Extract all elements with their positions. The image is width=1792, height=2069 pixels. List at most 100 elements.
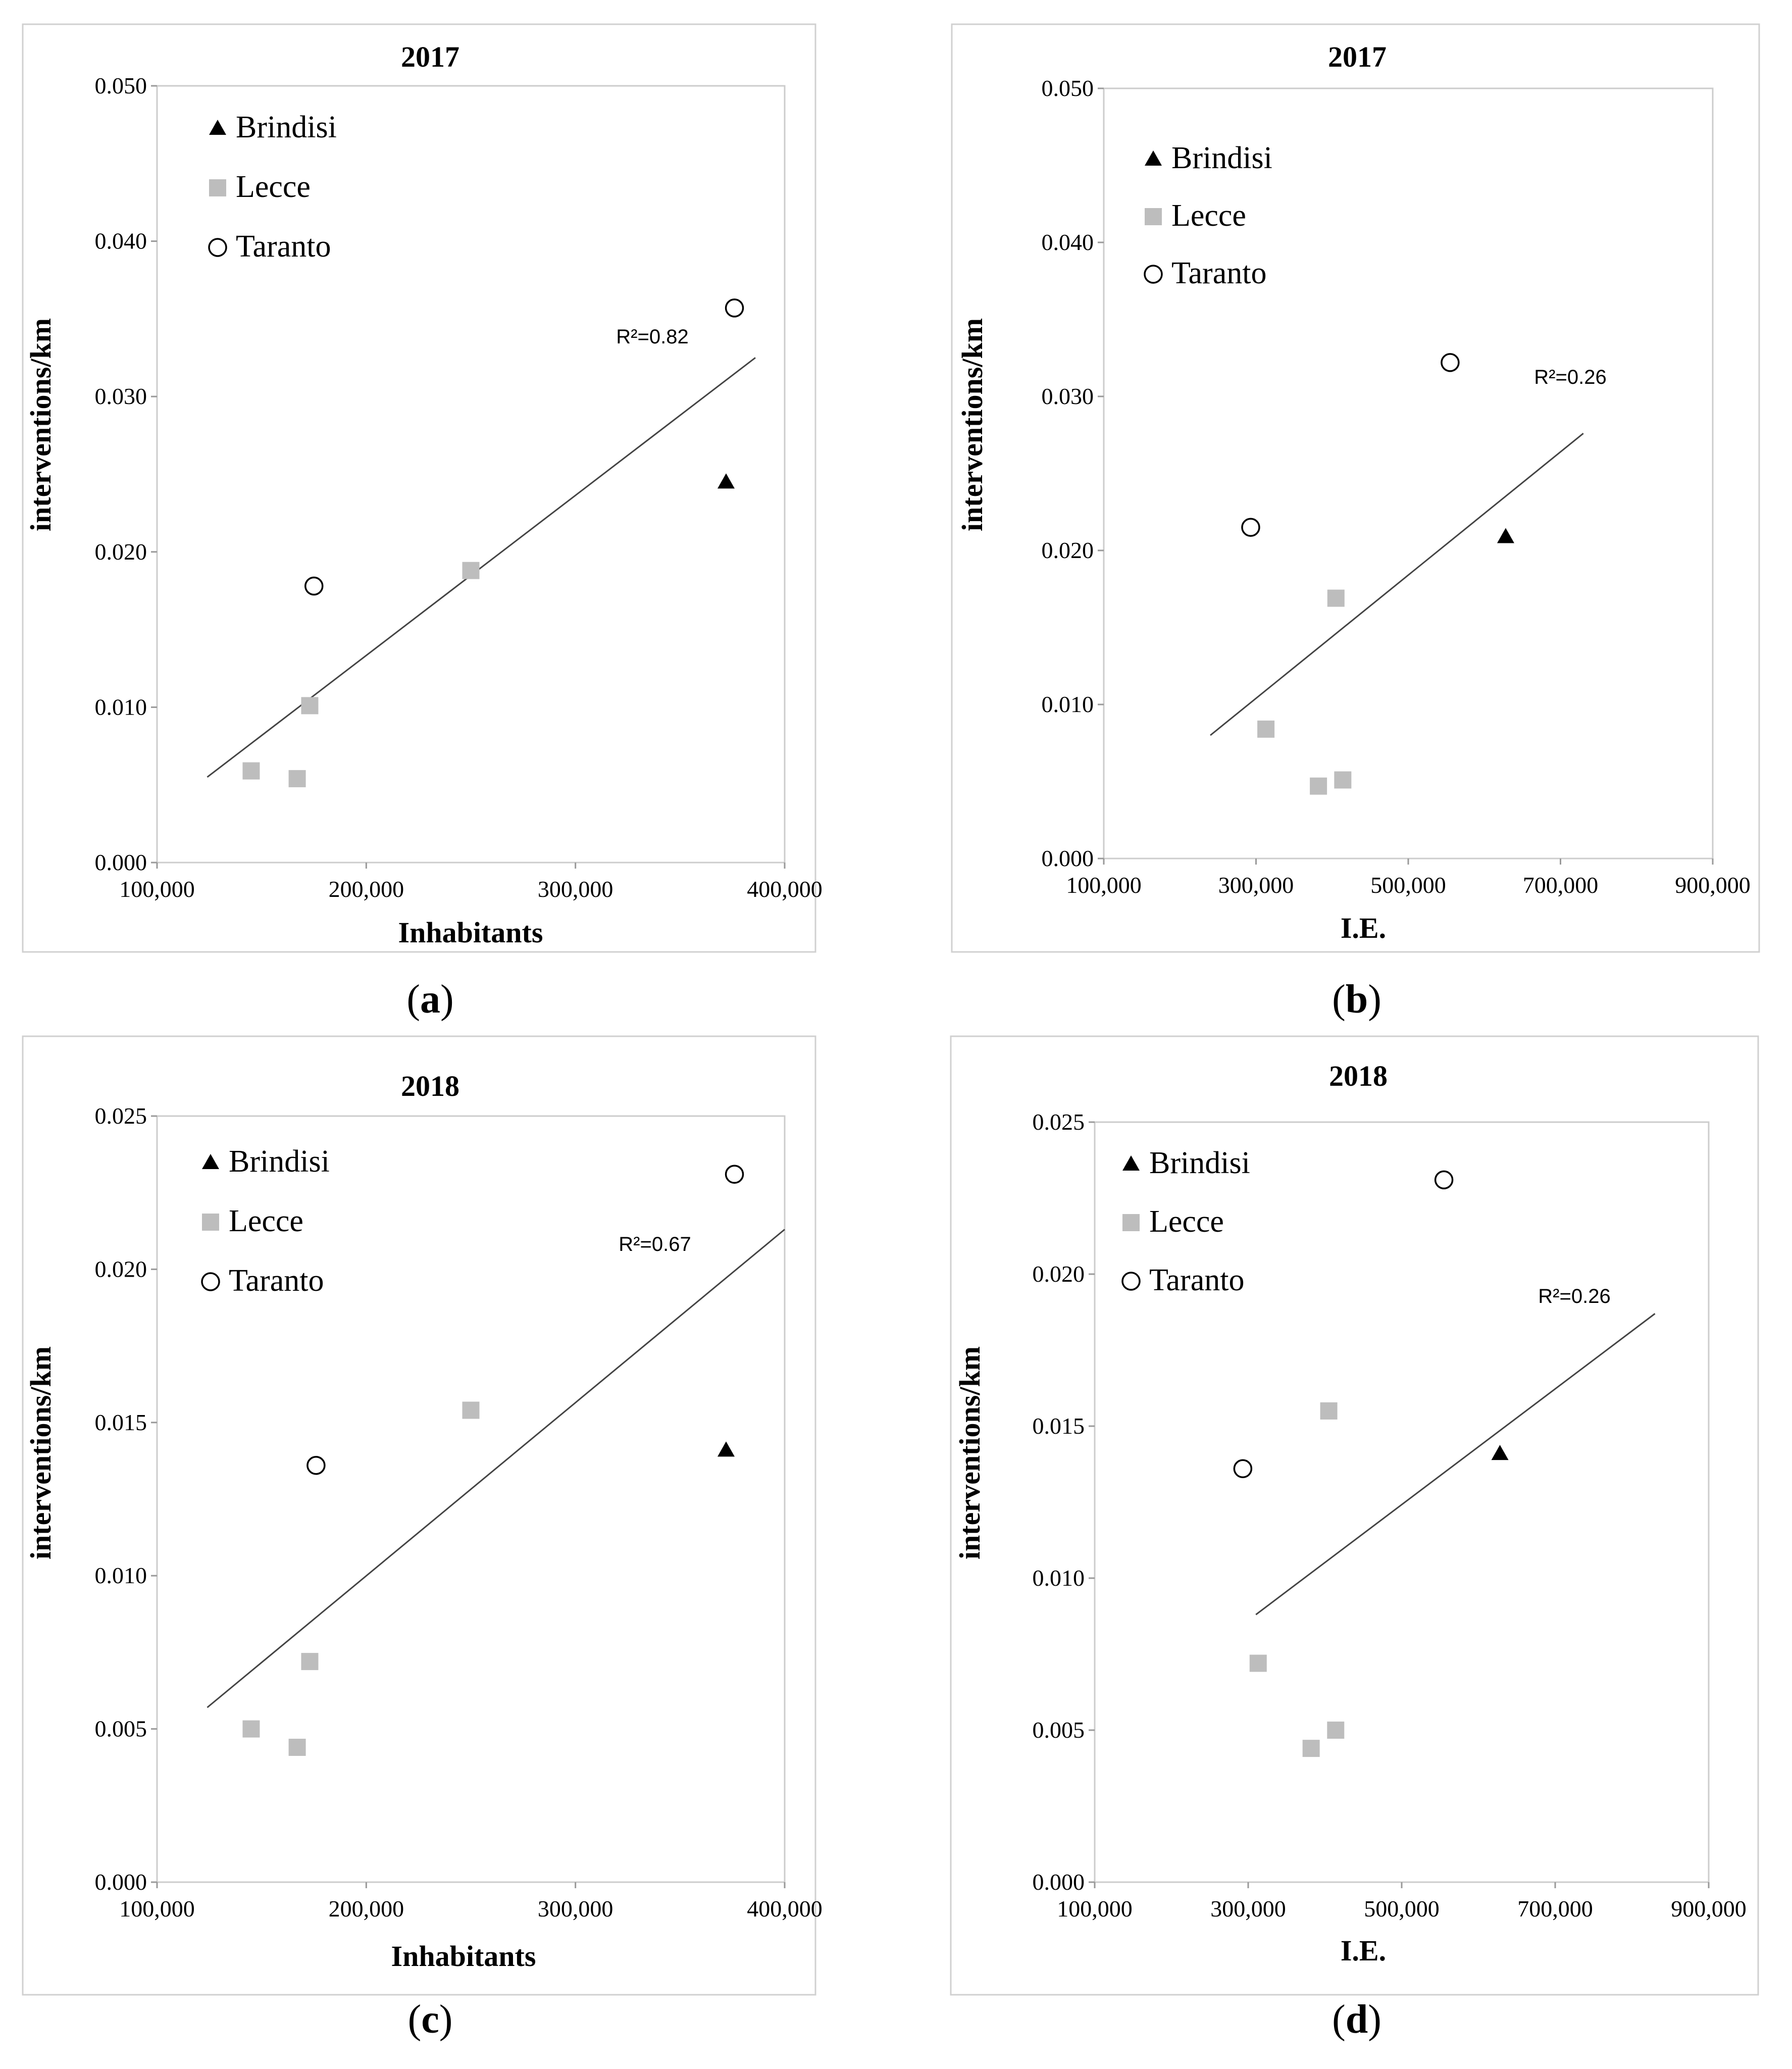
legend-label-lecce: Lecce bbox=[229, 1204, 303, 1238]
panel-caption: (d) bbox=[1332, 1997, 1381, 2042]
y-axis-label: interventions/km bbox=[956, 318, 989, 531]
data-point-taranto bbox=[1241, 518, 1260, 537]
r-squared-label: R²=0.26 bbox=[1534, 366, 1606, 388]
x-axis-label: I.E. bbox=[1341, 912, 1386, 944]
y-tick-label: 0.000 bbox=[95, 1869, 147, 1895]
data-point-taranto bbox=[304, 576, 324, 596]
legend-label-taranto: Taranto bbox=[1171, 256, 1266, 290]
panel-caption: (c) bbox=[408, 1997, 453, 2042]
legend-marker-taranto bbox=[1121, 1272, 1141, 1291]
x-tick-label: 100,000 bbox=[1057, 1896, 1133, 1922]
y-tick-label: 0.020 bbox=[95, 539, 147, 565]
x-tick-label: 300,000 bbox=[538, 1896, 613, 1922]
r-squared-label: R²=0.82 bbox=[616, 326, 688, 348]
y-tick-label: 0.050 bbox=[1042, 75, 1094, 101]
y-tick-label: 0.015 bbox=[95, 1409, 147, 1435]
y-tick-label: 0.030 bbox=[95, 383, 147, 409]
data-point-lecce bbox=[242, 762, 260, 780]
x-tick-label: 500,000 bbox=[1370, 872, 1446, 898]
x-tick-label: 400,000 bbox=[747, 1896, 823, 1922]
data-point-taranto bbox=[1233, 1459, 1253, 1479]
data-point-lecce bbox=[1334, 771, 1352, 789]
x-tick-label: 500,000 bbox=[1364, 1896, 1440, 1922]
y-axis-label: interventions/km bbox=[24, 1346, 57, 1559]
data-point-brindisi bbox=[717, 473, 735, 489]
legend-marker-taranto bbox=[1144, 265, 1163, 284]
legend-marker-taranto bbox=[201, 1272, 220, 1291]
chart-panel-b: 0.000 0.010 0.020 0.030 0.040 0.050 100,000 300… bbox=[951, 23, 1760, 1022]
x-tick-label: 700,000 bbox=[1523, 872, 1599, 898]
y-tick-label: 0.015 bbox=[1033, 1413, 1085, 1439]
data-point-brindisi bbox=[717, 1441, 735, 1457]
trendline bbox=[1210, 433, 1584, 736]
chart-panel-c: 0.000 0.005 0.010 0.015 0.020 0.025 100,000 200… bbox=[22, 1035, 823, 2042]
plot-area bbox=[156, 1115, 786, 1883]
y-tick-label: 0.025 bbox=[1033, 1109, 1085, 1135]
data-point-brindisi bbox=[1491, 1445, 1509, 1460]
plot-area bbox=[156, 85, 786, 864]
chart-panel-a: 0.000 0.010 0.020 0.030 0.040 0.050 100,000 200… bbox=[22, 23, 823, 1022]
x-axis-label: Inhabitants bbox=[391, 1940, 536, 1973]
data-point-lecce bbox=[301, 1653, 319, 1671]
y-tick-label: 0.040 bbox=[1042, 229, 1094, 255]
x-tick-label: 700,000 bbox=[1517, 1896, 1593, 1922]
legend-label-brindisi: Brindisi bbox=[1171, 141, 1272, 175]
panel-frame bbox=[22, 23, 816, 953]
legend-label-lecce: Lecce bbox=[1171, 198, 1246, 233]
panel-caption: (b) bbox=[1332, 977, 1381, 1022]
data-point-lecce bbox=[301, 697, 319, 715]
x-tick-label: 900,000 bbox=[1675, 872, 1751, 898]
y-tick-label: 0.025 bbox=[95, 1103, 147, 1129]
data-point-lecce bbox=[288, 770, 306, 787]
x-tick-label: 100,000 bbox=[119, 876, 195, 902]
panel-frame bbox=[951, 23, 1760, 953]
y-tick-label: 0.005 bbox=[95, 1716, 147, 1742]
legend-label-lecce: Lecce bbox=[1149, 1204, 1224, 1239]
legend-marker-lecce bbox=[1145, 208, 1162, 225]
legend-label-taranto: Taranto bbox=[1149, 1263, 1244, 1297]
x-tick-label: 300,000 bbox=[1210, 1896, 1286, 1922]
legend-label-brindisi: Brindisi bbox=[236, 110, 337, 144]
data-point-taranto bbox=[1434, 1170, 1454, 1190]
y-tick-label: 0.010 bbox=[95, 694, 147, 720]
data-point-lecce bbox=[1310, 777, 1327, 795]
data-point-taranto bbox=[725, 1165, 744, 1184]
panel-frame bbox=[950, 1035, 1759, 1996]
x-tick-label: 200,000 bbox=[329, 1896, 404, 1922]
data-point-lecce bbox=[1302, 1740, 1320, 1757]
y-tick-label: 0.000 bbox=[1042, 845, 1094, 871]
data-point-taranto bbox=[306, 1456, 326, 1475]
x-tick-label: 200,000 bbox=[329, 876, 404, 902]
chart-title: 2018 bbox=[401, 1070, 459, 1102]
y-tick-label: 0.030 bbox=[1042, 383, 1094, 409]
y-tick-label: 0.005 bbox=[1033, 1717, 1085, 1743]
trendline bbox=[207, 1229, 785, 1708]
legend-marker-brindisi bbox=[1122, 1155, 1140, 1171]
r-squared-label: R²=0.26 bbox=[1538, 1285, 1610, 1307]
y-tick-label: 0.010 bbox=[1042, 691, 1094, 717]
data-point-lecce bbox=[462, 562, 480, 579]
trendline bbox=[207, 357, 756, 778]
legend-marker-lecce bbox=[202, 1214, 219, 1231]
y-tick-label: 0.000 bbox=[1033, 1869, 1085, 1895]
y-tick-label: 0.020 bbox=[1042, 537, 1094, 563]
y-axis-label: interventions/km bbox=[24, 318, 57, 531]
chart-title: 2017 bbox=[401, 40, 459, 73]
legend-marker-taranto bbox=[208, 238, 227, 257]
data-point-lecce bbox=[1249, 1654, 1267, 1672]
trendline bbox=[1255, 1313, 1656, 1616]
legend-marker-lecce bbox=[1122, 1214, 1140, 1231]
legend-label-taranto: Taranto bbox=[229, 1264, 324, 1298]
data-point-lecce bbox=[1257, 720, 1275, 738]
x-axis-label: I.E. bbox=[1341, 1934, 1386, 1967]
legend-marker-brindisi bbox=[1145, 150, 1162, 166]
y-tick-label: 0.040 bbox=[95, 228, 147, 254]
legend-label-lecce: Lecce bbox=[236, 170, 311, 204]
legend-marker-brindisi bbox=[202, 1154, 219, 1169]
x-tick-label: 100,000 bbox=[119, 1896, 195, 1922]
data-point-brindisi bbox=[1497, 528, 1514, 543]
r-squared-label: R²=0.67 bbox=[619, 1233, 691, 1255]
panel-frame bbox=[22, 1035, 816, 1996]
x-tick-label: 400,000 bbox=[747, 876, 823, 902]
x-tick-label: 100,000 bbox=[1066, 872, 1142, 898]
